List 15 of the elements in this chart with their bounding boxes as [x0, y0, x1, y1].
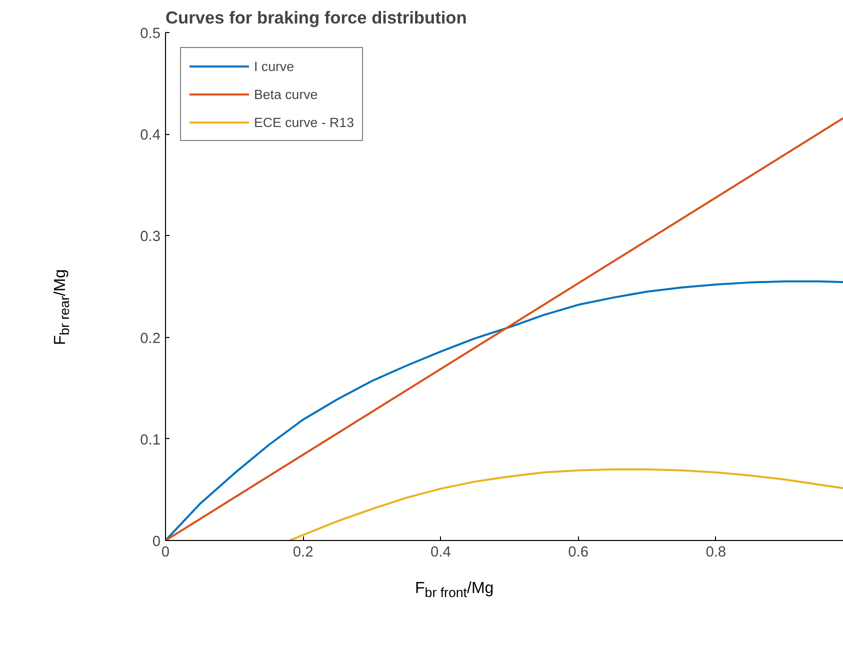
- x-tick-label: 0.6: [568, 544, 588, 560]
- chart-title: Curves for braking force distribution: [166, 8, 467, 28]
- legend-label: ECE curve - R13: [254, 114, 354, 130]
- x-tick-label: 0.8: [706, 544, 726, 560]
- y-tick-label: 0.3: [140, 229, 160, 246]
- y-tick-label: 0.4: [140, 128, 160, 144]
- y-tick-label: 0: [152, 534, 161, 550]
- x-tick-label: 0.4: [430, 544, 451, 560]
- x-tick-label: 0.2: [292, 544, 314, 560]
- y-tick-label: 0.2: [140, 330, 160, 347]
- y-tick-label: 0.1: [140, 432, 160, 448]
- x-axis-title: F$_{br front}$/Mg: [415, 579, 494, 602]
- legend-label: I curve: [254, 58, 294, 74]
- legend-label: Beta curve: [254, 86, 318, 102]
- y-tick-label: 0.5: [140, 26, 160, 42]
